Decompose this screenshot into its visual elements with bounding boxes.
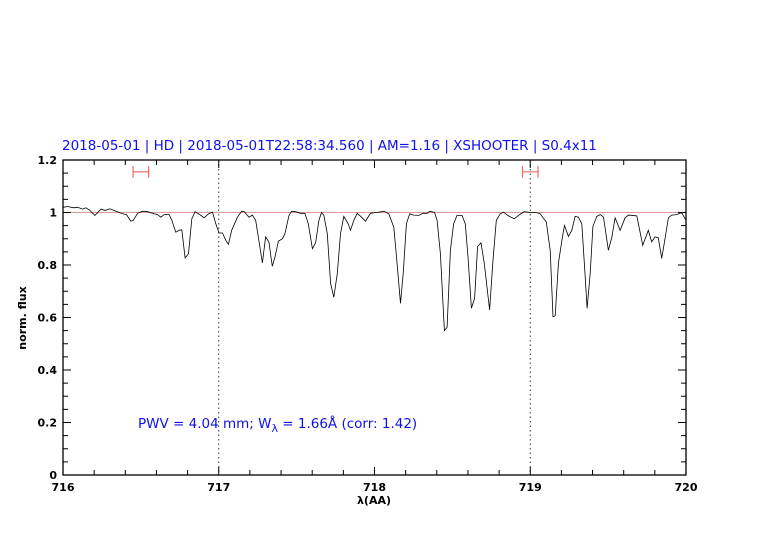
x-tick-label: 720 xyxy=(675,481,698,494)
spectrum-line xyxy=(62,206,687,332)
tick-labels: 716 717 718 719 720 0 0.2 0.4 0.6 0.8 1 1.2 xyxy=(38,154,698,494)
y-tick-label: 1 xyxy=(49,207,57,220)
range-marker xyxy=(132,165,150,178)
axis-ticks xyxy=(62,159,687,476)
x-axis-label: λ(AA) xyxy=(357,494,391,507)
pwv-annotation: PWV = 4.04 mm; Wλ = 1.66Å (corr: 1.42) xyxy=(138,415,417,435)
y-tick-label: 0.4 xyxy=(38,364,58,377)
y-axis-label: norm. flux xyxy=(16,286,29,349)
annotation-suffix: = 1.66Å (corr: 1.42) xyxy=(278,415,417,432)
x-tick-label: 718 xyxy=(363,481,386,494)
x-tick-label: 716 xyxy=(52,481,75,494)
y-tick-label: 0.8 xyxy=(38,259,58,272)
y-tick-label: 0 xyxy=(49,469,57,482)
range-marker xyxy=(521,165,539,178)
x-tick-label: 719 xyxy=(519,481,542,494)
x-tick-label: 717 xyxy=(207,481,230,494)
y-tick-label: 0.6 xyxy=(38,312,58,325)
y-tick-label: 0.2 xyxy=(38,417,58,430)
y-tick-label: 1.2 xyxy=(38,154,58,167)
plot-area xyxy=(62,160,687,475)
annotation-prefix: PWV = 4.04 mm; W xyxy=(138,416,271,432)
chart-title: 2018-05-01 | HD | 2018-05-01T22:58:34.56… xyxy=(62,138,597,154)
annotation-subscript: λ xyxy=(271,422,278,435)
